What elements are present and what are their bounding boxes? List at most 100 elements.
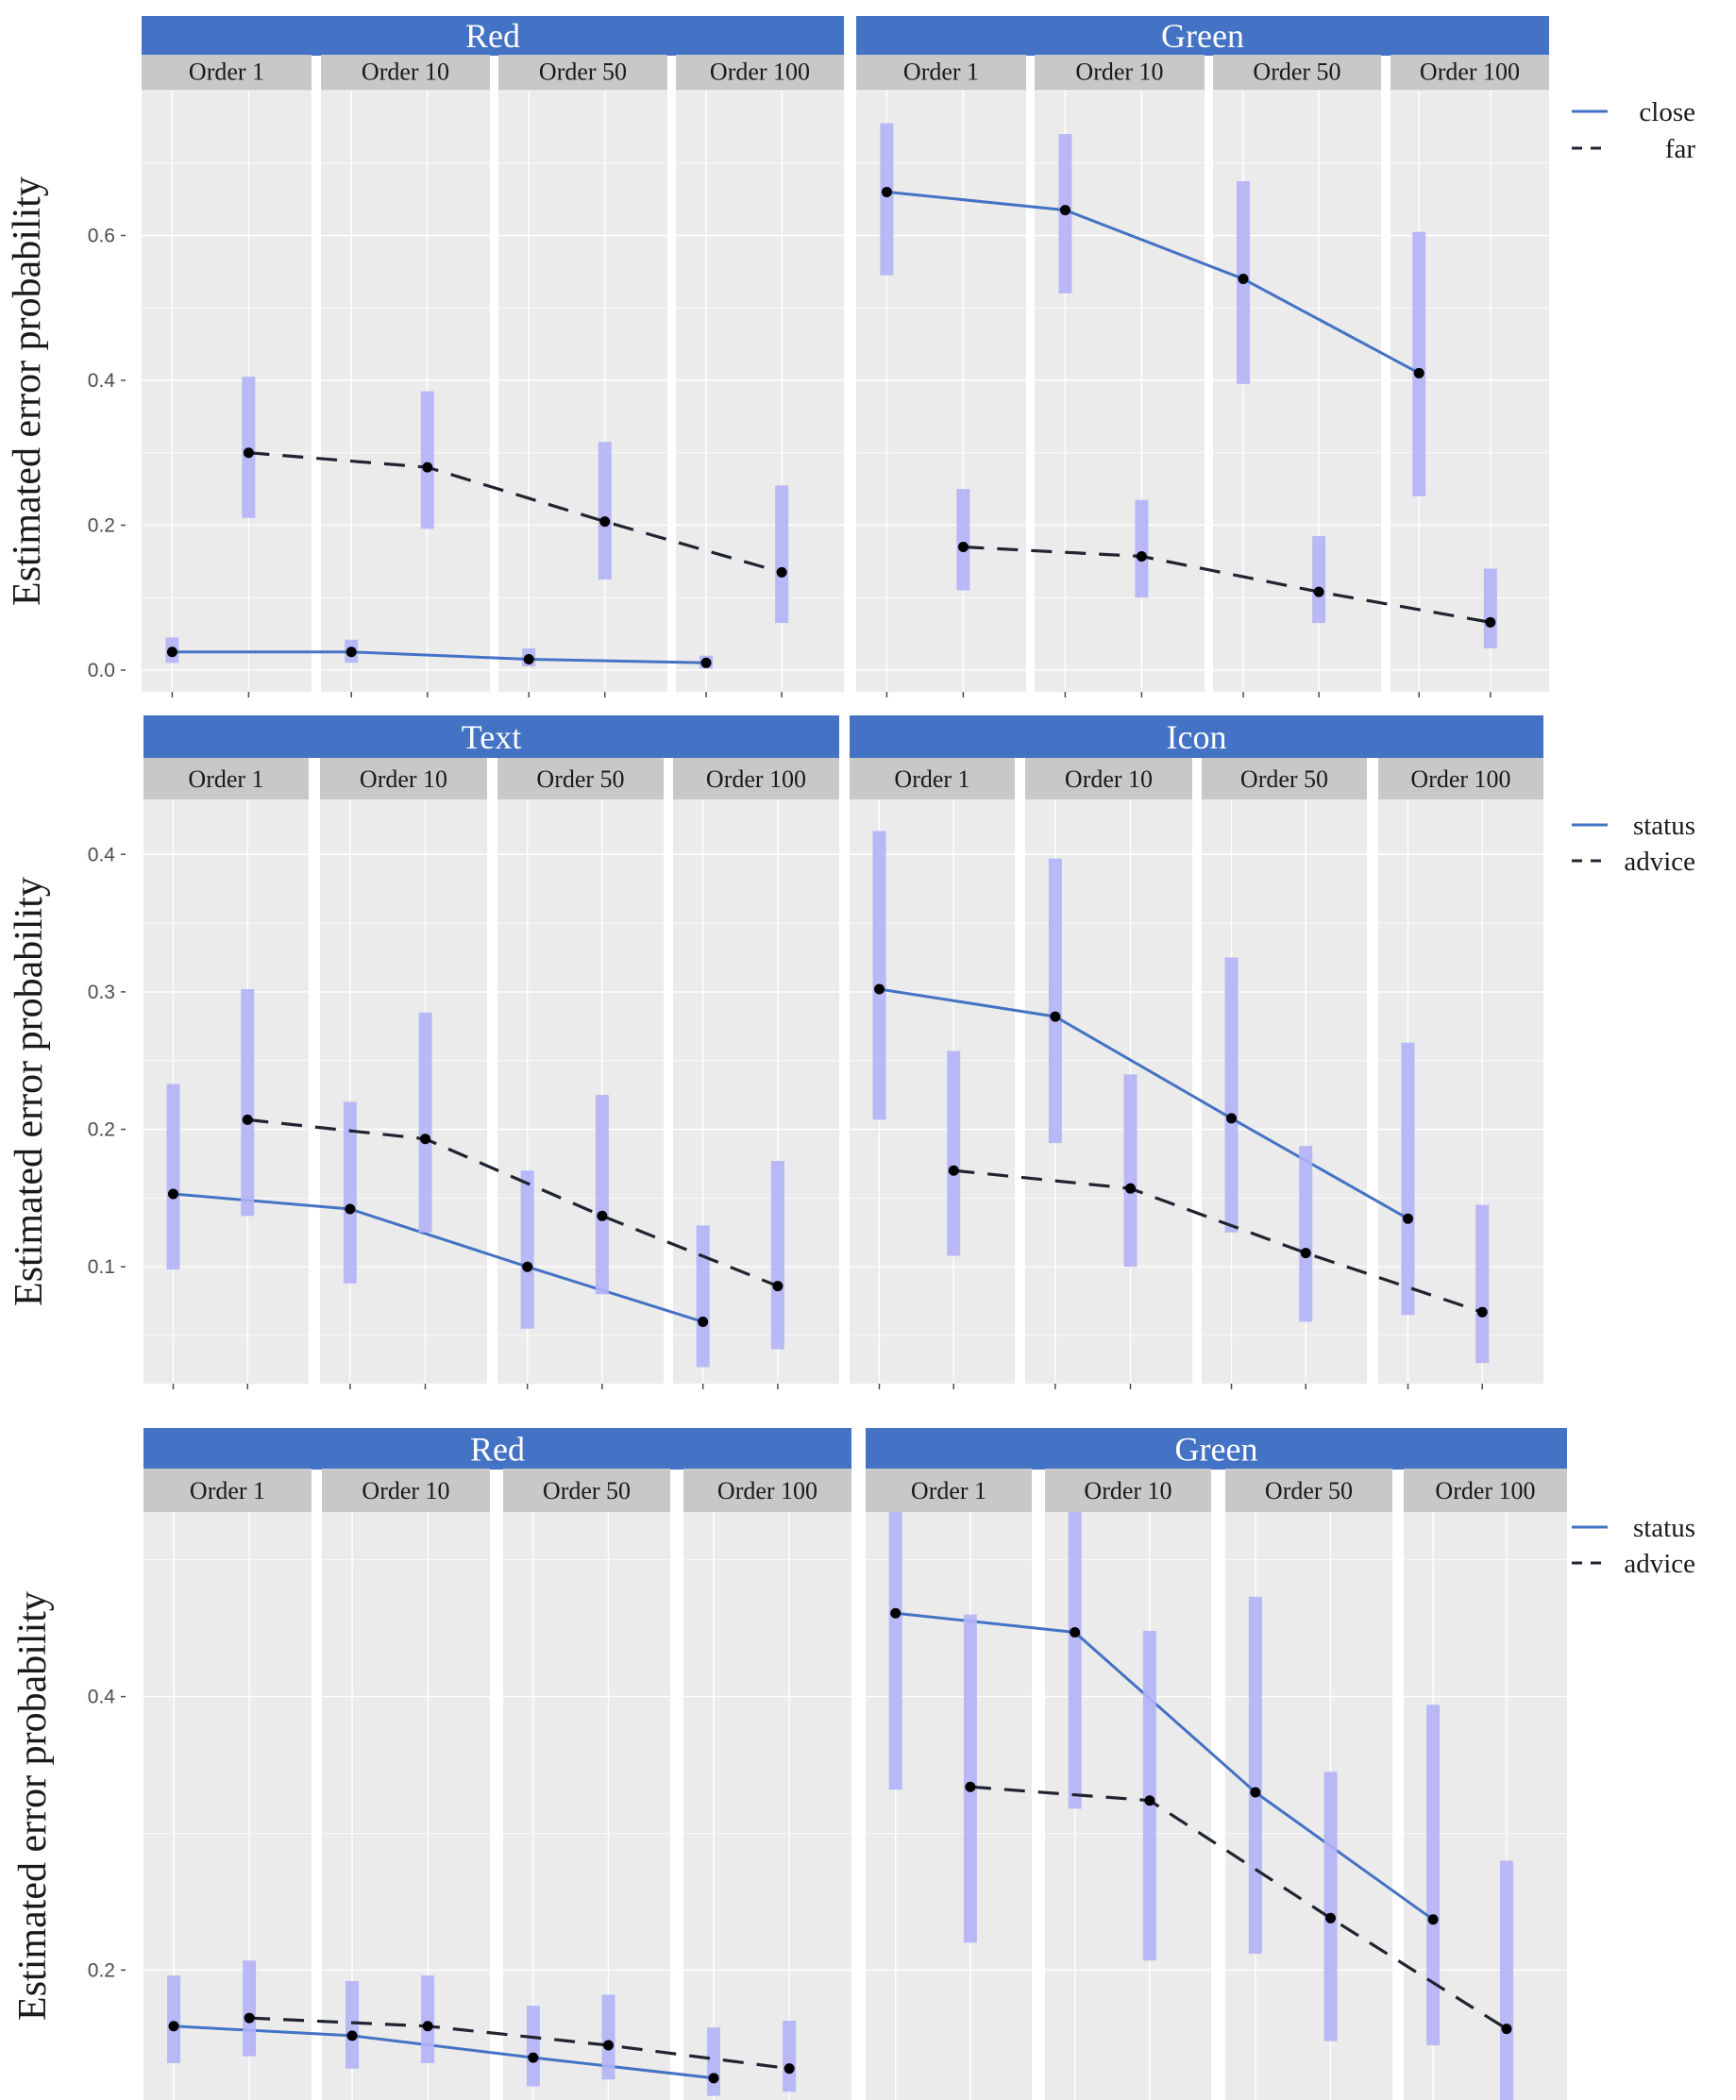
facet-title: Icon <box>1167 718 1227 756</box>
data-point-advice <box>965 1781 976 1792</box>
order-strip <box>856 55 1026 91</box>
order-strip-label: Order 50 <box>1265 1477 1353 1504</box>
data-point-far <box>1485 616 1496 628</box>
ci-band-far <box>1483 568 1497 648</box>
data-point-far <box>243 447 254 459</box>
legend-label-advice: advice <box>1624 847 1695 877</box>
ci-band-advice <box>1499 1860 1513 2100</box>
data-point-status <box>1427 1914 1439 1925</box>
ci-band-status <box>1426 1705 1441 2046</box>
order-strip-label: Order 50 <box>1253 59 1340 86</box>
y-axis-title: Estimated error probability <box>6 176 49 606</box>
ci-band-status <box>520 1170 534 1329</box>
data-point-status <box>346 2030 358 2041</box>
order-strip-label: Order 10 <box>1075 59 1163 86</box>
order-strip <box>676 55 844 91</box>
ci-band-status <box>872 831 886 1120</box>
panel-background <box>683 1512 851 2100</box>
panel-background <box>503 1512 670 2100</box>
data-point-close <box>523 653 534 664</box>
order-strip <box>1045 1469 1211 1512</box>
order-strip <box>673 758 839 799</box>
order-strip-label: Order 1 <box>190 1477 265 1504</box>
ci-band-status <box>167 1975 181 2063</box>
ci-band-status <box>346 1980 360 2069</box>
order-strip-label: Order 10 <box>362 1477 449 1504</box>
y-tick-label: 0.1 <box>88 1256 115 1278</box>
data-point-advice <box>420 1134 431 1145</box>
data-point-close <box>346 647 357 658</box>
series-line-advice <box>969 1785 1508 2031</box>
order-strip-label: Order 50 <box>543 1477 631 1504</box>
order-strip <box>321 55 490 91</box>
data-point-advice <box>597 1210 608 1221</box>
data-point-status <box>345 1203 356 1215</box>
order-strip <box>498 55 667 91</box>
y-tick-label: 0.4 <box>88 1687 116 1708</box>
order-strip <box>1035 55 1205 91</box>
facet-header <box>142 16 844 56</box>
ci-band-advice <box>1123 1074 1138 1268</box>
data-point-status <box>874 983 885 995</box>
series-line-status <box>879 987 1409 1220</box>
order-strip <box>1390 55 1549 91</box>
legend-label-status: status <box>1633 811 1695 841</box>
order-strip <box>866 1469 1032 1512</box>
ci-band-status <box>1248 1596 1262 1954</box>
order-strip-label: Order 50 <box>1240 765 1328 793</box>
series-line-status <box>173 2024 715 2080</box>
legend-label-status: status <box>1633 1513 1695 1543</box>
data-point-status <box>522 1261 533 1272</box>
ci-band-advice <box>595 1095 609 1295</box>
data-point-close <box>1059 205 1070 216</box>
data-point-advice <box>1125 1183 1137 1194</box>
ci-band-status <box>1048 858 1062 1144</box>
facet-title: Green <box>1161 17 1244 55</box>
ci-band-close <box>880 123 894 276</box>
facet-header <box>856 16 1549 56</box>
order-strip <box>322 1469 490 1512</box>
facet-icon-2: Icon Order 1 Order 10 Order 50 Order 100 <box>850 715 1543 1389</box>
series-line-far <box>963 545 1492 624</box>
ci-band-far <box>956 489 970 591</box>
ci-band-advice <box>1475 1204 1490 1364</box>
ci-band-advice <box>963 1614 977 1943</box>
y-tick-label: 0.4 <box>88 844 116 865</box>
order-strip-label: Order 10 <box>360 765 447 793</box>
order-strip <box>143 1469 312 1512</box>
data-point-far <box>422 462 433 473</box>
legend-label-close: close <box>1639 97 1695 127</box>
facet-green-1: Green Order 1 Order 10 Order 50 Order 100 <box>856 16 1549 697</box>
y-tick-label: 0.2 <box>88 1959 115 1981</box>
data-point-close <box>700 657 712 668</box>
panel-background <box>320 799 487 1384</box>
order-strip <box>497 758 664 799</box>
ci-band-advice <box>1299 1146 1313 1322</box>
ci-band-advice <box>783 2020 797 2092</box>
data-point-far <box>1313 586 1324 597</box>
y-tick-label: 0.6 <box>88 225 115 246</box>
order-strip <box>1404 1469 1567 1512</box>
series-line-status <box>173 1192 704 1323</box>
data-point-status <box>708 2073 719 2084</box>
order-strip-label: Order 100 <box>710 59 810 86</box>
data-point-advice <box>1300 1248 1311 1259</box>
data-point-close <box>1413 367 1424 378</box>
ci-band-status <box>888 1512 902 1790</box>
data-point-close <box>166 647 177 658</box>
series-line-advice <box>249 2016 790 2071</box>
facet-title: Green <box>1175 1430 1258 1468</box>
legend-label-advice: advice <box>1624 1549 1695 1579</box>
facet-header <box>143 1428 851 1470</box>
series-line-status <box>895 1611 1434 1922</box>
chart-block-1: Estimated error probability 0.0 0.2 0.4 0.6 R… <box>6 16 1695 697</box>
ci-band-close <box>1412 231 1426 496</box>
order-strip-label: Order 1 <box>188 765 263 793</box>
order-strip-label: Order 100 <box>1420 59 1520 86</box>
ci-band-far <box>242 377 256 518</box>
facet-title: Red <box>465 17 520 55</box>
facet-header <box>866 1428 1567 1470</box>
order-strip-label: Order 100 <box>1435 1477 1535 1504</box>
ci-band-status <box>707 2027 721 2096</box>
data-point-status <box>168 1188 178 1200</box>
